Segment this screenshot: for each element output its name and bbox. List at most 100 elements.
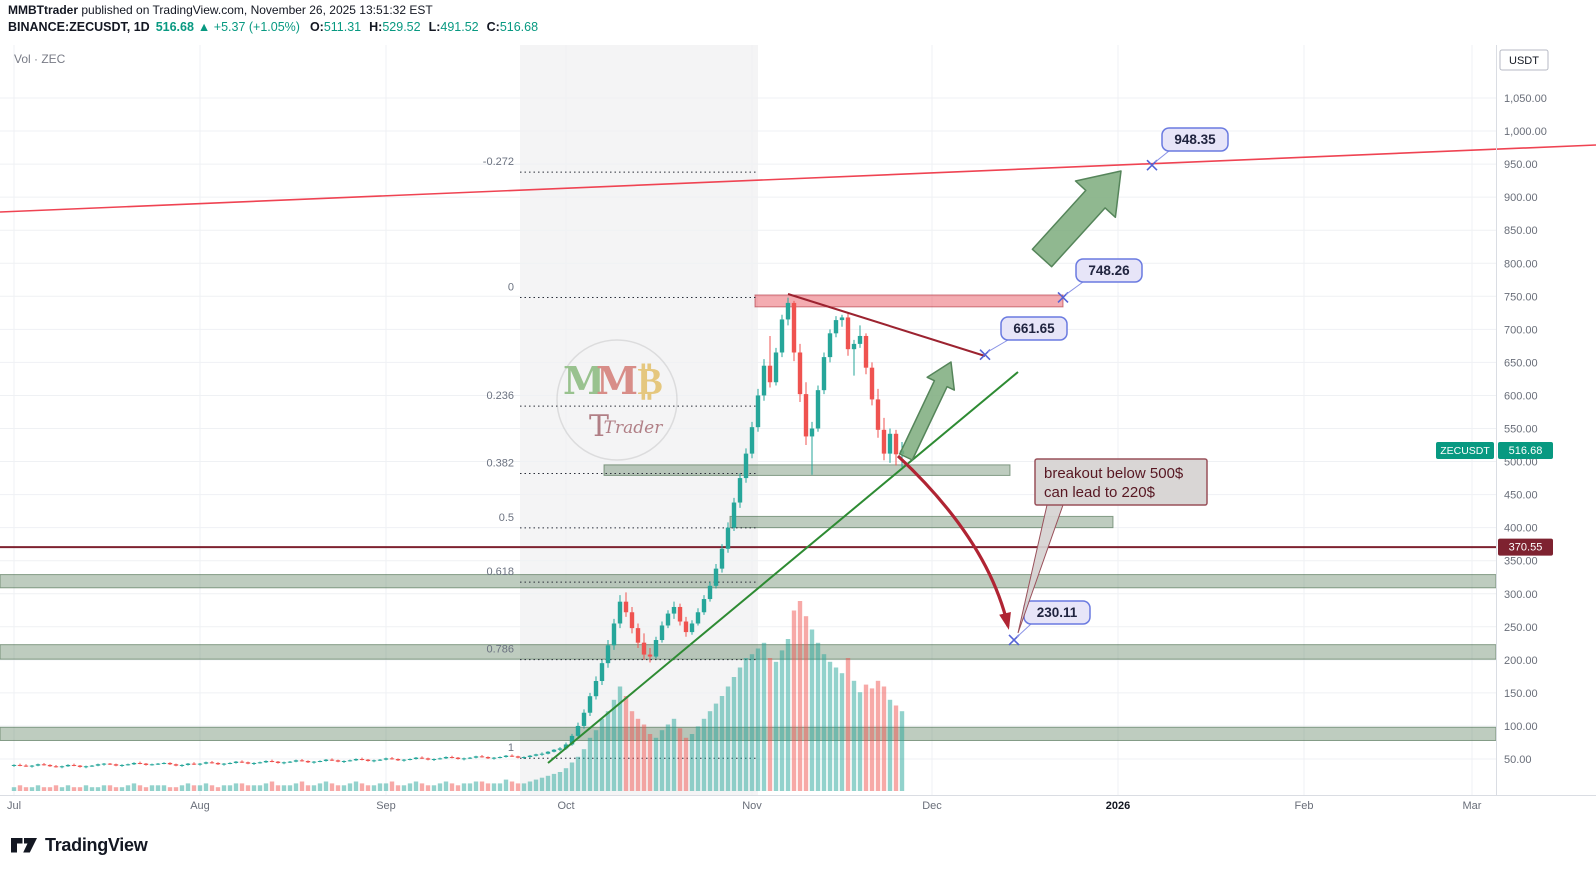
- volume-bar: [353, 781, 359, 791]
- candle: [419, 756, 425, 759]
- volume-bar: [389, 781, 395, 791]
- tradingview-logo[interactable]: TradingView: [10, 833, 148, 857]
- ascending-support-trendline[interactable]: [547, 371, 1019, 764]
- candle: [485, 756, 491, 759]
- volume-bar: [269, 781, 275, 791]
- volume-bar: [827, 661, 833, 791]
- candle: [29, 764, 35, 768]
- volume-bar: [29, 787, 35, 791]
- time-axis[interactable]: Jul Aug Sep Oct Nov Dec 2026 Feb Mar: [7, 800, 1482, 812]
- support-zone-490[interactable]: [603, 464, 1011, 476]
- candle: [167, 762, 173, 765]
- note-annotation[interactable]: breakout below 500$ can lead to 220$: [1017, 458, 1208, 634]
- volume-bar: [653, 737, 659, 791]
- candle-body: [485, 757, 491, 759]
- price-axis-label: 650.00: [1504, 357, 1538, 369]
- candles-layer[interactable]: [11, 297, 905, 769]
- support-zone-408[interactable]: [729, 515, 1114, 529]
- candle: [833, 316, 839, 338]
- time-axis-label: Mar: [1463, 800, 1482, 812]
- candle-body: [527, 755, 533, 758]
- price-axis[interactable]: 1,050.00 1,000.00 950.00 900.00 850.00 800.00…: [1499, 49, 1549, 766]
- volume-bar: [515, 783, 521, 791]
- candle: [425, 757, 431, 761]
- price-callout-748.26[interactable]: 748.26: [1057, 258, 1143, 304]
- volume-bar: [839, 673, 845, 791]
- symbol-title[interactable]: BINANCE:ZECUSDT, 1D: [8, 20, 150, 34]
- callout-price-text: 230.11: [1037, 605, 1078, 620]
- price-callout-661.65[interactable]: 661.65: [979, 316, 1068, 361]
- volume-bar: [89, 787, 95, 791]
- candle-body: [689, 623, 695, 633]
- candle-body: [833, 320, 839, 334]
- price-callout-948.35[interactable]: 948.35: [1146, 127, 1229, 171]
- author-name[interactable]: MMBTtrader: [8, 3, 79, 17]
- candle: [89, 764, 95, 767]
- candle-body: [437, 758, 443, 760]
- small-bullish-projection-arrow[interactable]: [898, 361, 956, 461]
- candle: [707, 581, 713, 602]
- candle: [695, 608, 701, 626]
- candle-body: [677, 606, 683, 622]
- note-box: [1034, 458, 1208, 506]
- price-callout-230.11[interactable]: 230.11: [1008, 600, 1091, 646]
- resistance-zone-748[interactable]: [754, 294, 1064, 308]
- axes-layer: [0, 45, 1596, 796]
- candle: [659, 621, 665, 643]
- candle: [473, 755, 479, 759]
- candle-body: [23, 765, 29, 767]
- volume-bar: [479, 781, 485, 791]
- candle: [671, 601, 677, 619]
- support-zone-318[interactable]: [0, 574, 1497, 589]
- candle-body: [59, 766, 65, 768]
- volume-bar: [341, 785, 347, 791]
- candle-body: [563, 744, 569, 749]
- candle-body: [131, 762, 137, 765]
- volume-bar: [119, 787, 125, 791]
- candle-body: [701, 599, 707, 613]
- long-term-rising-resistance[interactable]: [0, 144, 1596, 213]
- candle-body: [599, 663, 605, 682]
- big-bullish-projection-arrow[interactable]: [1031, 170, 1122, 268]
- volume-bar: [437, 783, 443, 791]
- candle-body: [395, 759, 401, 761]
- watermark-letter: M: [563, 358, 605, 403]
- price-axis-label: 550.00: [1504, 424, 1538, 436]
- axis-currency-box[interactable]: [1499, 49, 1549, 71]
- volume-bar: [77, 787, 83, 791]
- last-price: 516.68: [155, 20, 194, 34]
- candle: [11, 764, 17, 767]
- candle-body: [215, 762, 221, 765]
- candle-body: [593, 681, 599, 697]
- candle: [77, 764, 83, 768]
- candle-body: [53, 766, 59, 768]
- candle-body: [65, 764, 71, 767]
- volume-bar: [875, 680, 881, 791]
- trendlines-layer[interactable]: [0, 144, 1596, 764]
- price-axis-label: 800.00: [1504, 258, 1538, 270]
- candle: [53, 764, 59, 768]
- axis-price-badge: [1498, 442, 1553, 460]
- volume-bar: [275, 785, 281, 791]
- bearish-projection-arrow[interactable]: [896, 454, 1010, 627]
- candle-body: [521, 757, 527, 759]
- candle-body: [155, 763, 161, 765]
- candle-body: [401, 759, 407, 761]
- arrows-layer[interactable]: [896, 170, 1122, 630]
- volume-bar: [311, 785, 317, 791]
- fib-retracement[interactable]: -0.272 0 0.236 0.382 0.5 0.618 0.786 1: [483, 156, 758, 759]
- candle-body: [83, 766, 89, 768]
- volume-bar: [287, 785, 293, 791]
- short-descending-trendline[interactable]: [787, 293, 986, 357]
- candle-body: [461, 758, 467, 760]
- candle-body: [557, 748, 563, 750]
- volume-bar: [41, 787, 47, 791]
- candle-body: [623, 601, 629, 613]
- candle-body: [797, 352, 803, 395]
- volume-bar: [587, 737, 593, 791]
- volume-bar: [323, 781, 329, 791]
- support-zone-210[interactable]: [0, 644, 1497, 660]
- price-callouts[interactable]: 948.35 748.26 661.65 230.11: [979, 127, 1229, 646]
- volume-bar: [743, 658, 749, 791]
